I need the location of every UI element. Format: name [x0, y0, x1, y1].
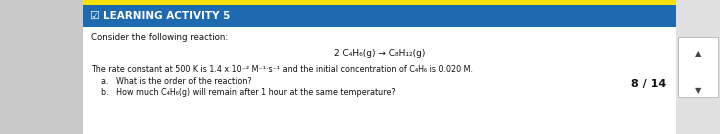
Bar	[83, 0, 676, 5]
Bar	[676, 0, 720, 134]
Text: Consider the following reaction:: Consider the following reaction:	[91, 33, 228, 42]
Text: ▼: ▼	[695, 86, 701, 95]
Text: b.   How much C₄H₆(g) will remain after 1 hour at the same temperature?: b. How much C₄H₆(g) will remain after 1 …	[101, 88, 395, 97]
Text: 8 / 14: 8 / 14	[631, 79, 666, 89]
Text: 2 C₄H₆(g) → C₈H₁₂(g): 2 C₄H₆(g) → C₈H₁₂(g)	[334, 49, 426, 58]
Text: ▲: ▲	[695, 49, 701, 58]
Bar	[83, 5, 676, 27]
Text: LEARNING ACTIVITY 5: LEARNING ACTIVITY 5	[103, 11, 230, 21]
Bar	[83, 0, 676, 134]
Bar	[678, 37, 718, 97]
Text: a.   What is the order of the reaction?: a. What is the order of the reaction?	[101, 77, 251, 86]
Text: ☑: ☑	[89, 11, 99, 21]
Text: The rate constant at 500 K is 1.4 x 10⁻² M⁻¹·s⁻¹ and the initial concentration o: The rate constant at 500 K is 1.4 x 10⁻²…	[91, 65, 473, 74]
